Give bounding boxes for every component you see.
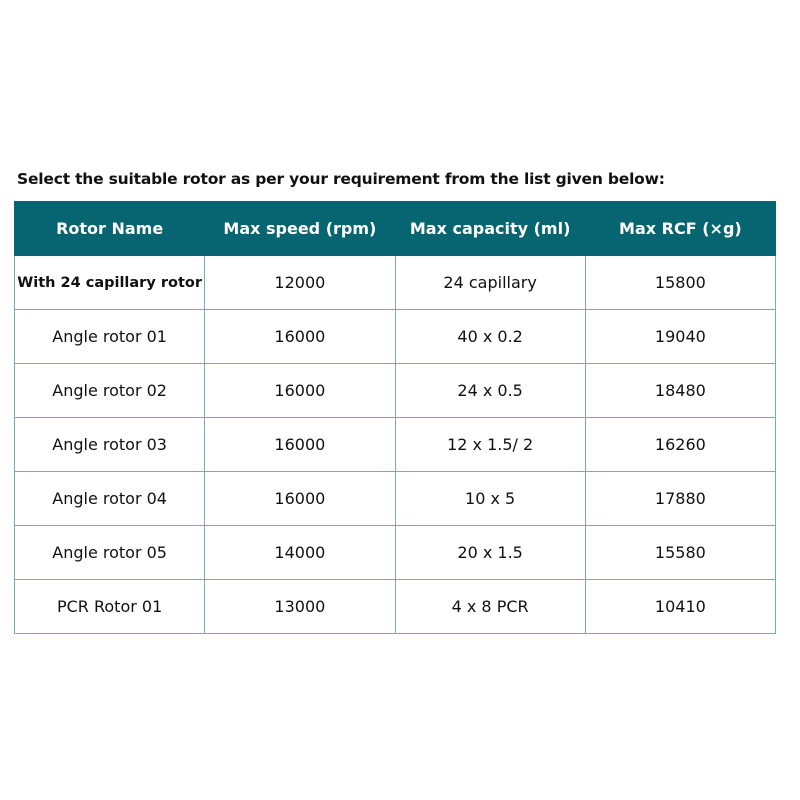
column-header-max-capacity: Max capacity (ml) bbox=[394, 201, 586, 256]
max-rcf-cell: 15580 bbox=[584, 525, 777, 580]
max-speed-cell: 16000 bbox=[204, 363, 396, 418]
rotor-name-cell: PCR Rotor 01 bbox=[13, 579, 206, 634]
max-capacity-cell: 12 x 1.5/ 2 bbox=[394, 417, 586, 472]
max-capacity-cell: 24 capillary bbox=[394, 255, 586, 310]
max-speed-cell: 16000 bbox=[204, 417, 396, 472]
table-row: PCR Rotor 01 13000 4 x 8 PCR 10410 bbox=[13, 579, 777, 634]
max-rcf-cell: 17880 bbox=[584, 471, 777, 526]
table-row: Angle rotor 02 16000 24 x 0.5 18480 bbox=[13, 363, 777, 418]
max-rcf-cell: 15800 bbox=[584, 255, 777, 310]
max-speed-cell: 14000 bbox=[204, 525, 396, 580]
max-speed-cell: 13000 bbox=[204, 579, 396, 634]
table-row: Angle rotor 05 14000 20 x 1.5 15580 bbox=[13, 525, 777, 580]
table-row: Angle rotor 04 16000 10 x 5 17880 bbox=[13, 471, 777, 526]
column-header-max-rcf: Max RCF (×g) bbox=[584, 201, 777, 256]
max-speed-cell: 16000 bbox=[204, 309, 396, 364]
max-capacity-cell: 40 x 0.2 bbox=[394, 309, 586, 364]
max-capacity-cell: 24 x 0.5 bbox=[394, 363, 586, 418]
max-speed-cell: 16000 bbox=[204, 471, 396, 526]
max-rcf-cell: 19040 bbox=[584, 309, 777, 364]
max-rcf-cell: 10410 bbox=[584, 579, 777, 634]
table-row: With 24 capillary rotor 12000 24 capillary… bbox=[13, 255, 777, 310]
table-row: Angle rotor 01 16000 40 x 0.2 19040 bbox=[13, 309, 777, 364]
rotor-table: Rotor Name Max speed (rpm) Max capacity … bbox=[13, 201, 777, 634]
max-capacity-cell: 10 x 5 bbox=[394, 471, 586, 526]
rotor-name-cell: With 24 capillary rotor bbox=[13, 255, 206, 310]
max-rcf-cell: 16260 bbox=[584, 417, 777, 472]
header-row: Rotor Name Max speed (rpm) Max capacity … bbox=[13, 201, 777, 256]
rotor-name-cell: Angle rotor 03 bbox=[13, 417, 206, 472]
max-rcf-cell: 18480 bbox=[584, 363, 777, 418]
rotor-name-cell: Angle rotor 04 bbox=[13, 471, 206, 526]
max-speed-cell: 12000 bbox=[204, 255, 396, 310]
rotor-name-cell: Angle rotor 02 bbox=[13, 363, 206, 418]
table-caption: Select the suitable rotor as per your re… bbox=[17, 170, 665, 188]
column-header-max-speed: Max speed (rpm) bbox=[204, 201, 396, 256]
column-header-rotor-name: Rotor Name bbox=[13, 201, 206, 256]
table-row: Angle rotor 03 16000 12 x 1.5/ 2 16260 bbox=[13, 417, 777, 472]
max-capacity-cell: 4 x 8 PCR bbox=[394, 579, 586, 634]
rotor-name-cell: Angle rotor 05 bbox=[13, 525, 206, 580]
max-capacity-cell: 20 x 1.5 bbox=[394, 525, 586, 580]
rotor-name-cell: Angle rotor 01 bbox=[13, 309, 206, 364]
